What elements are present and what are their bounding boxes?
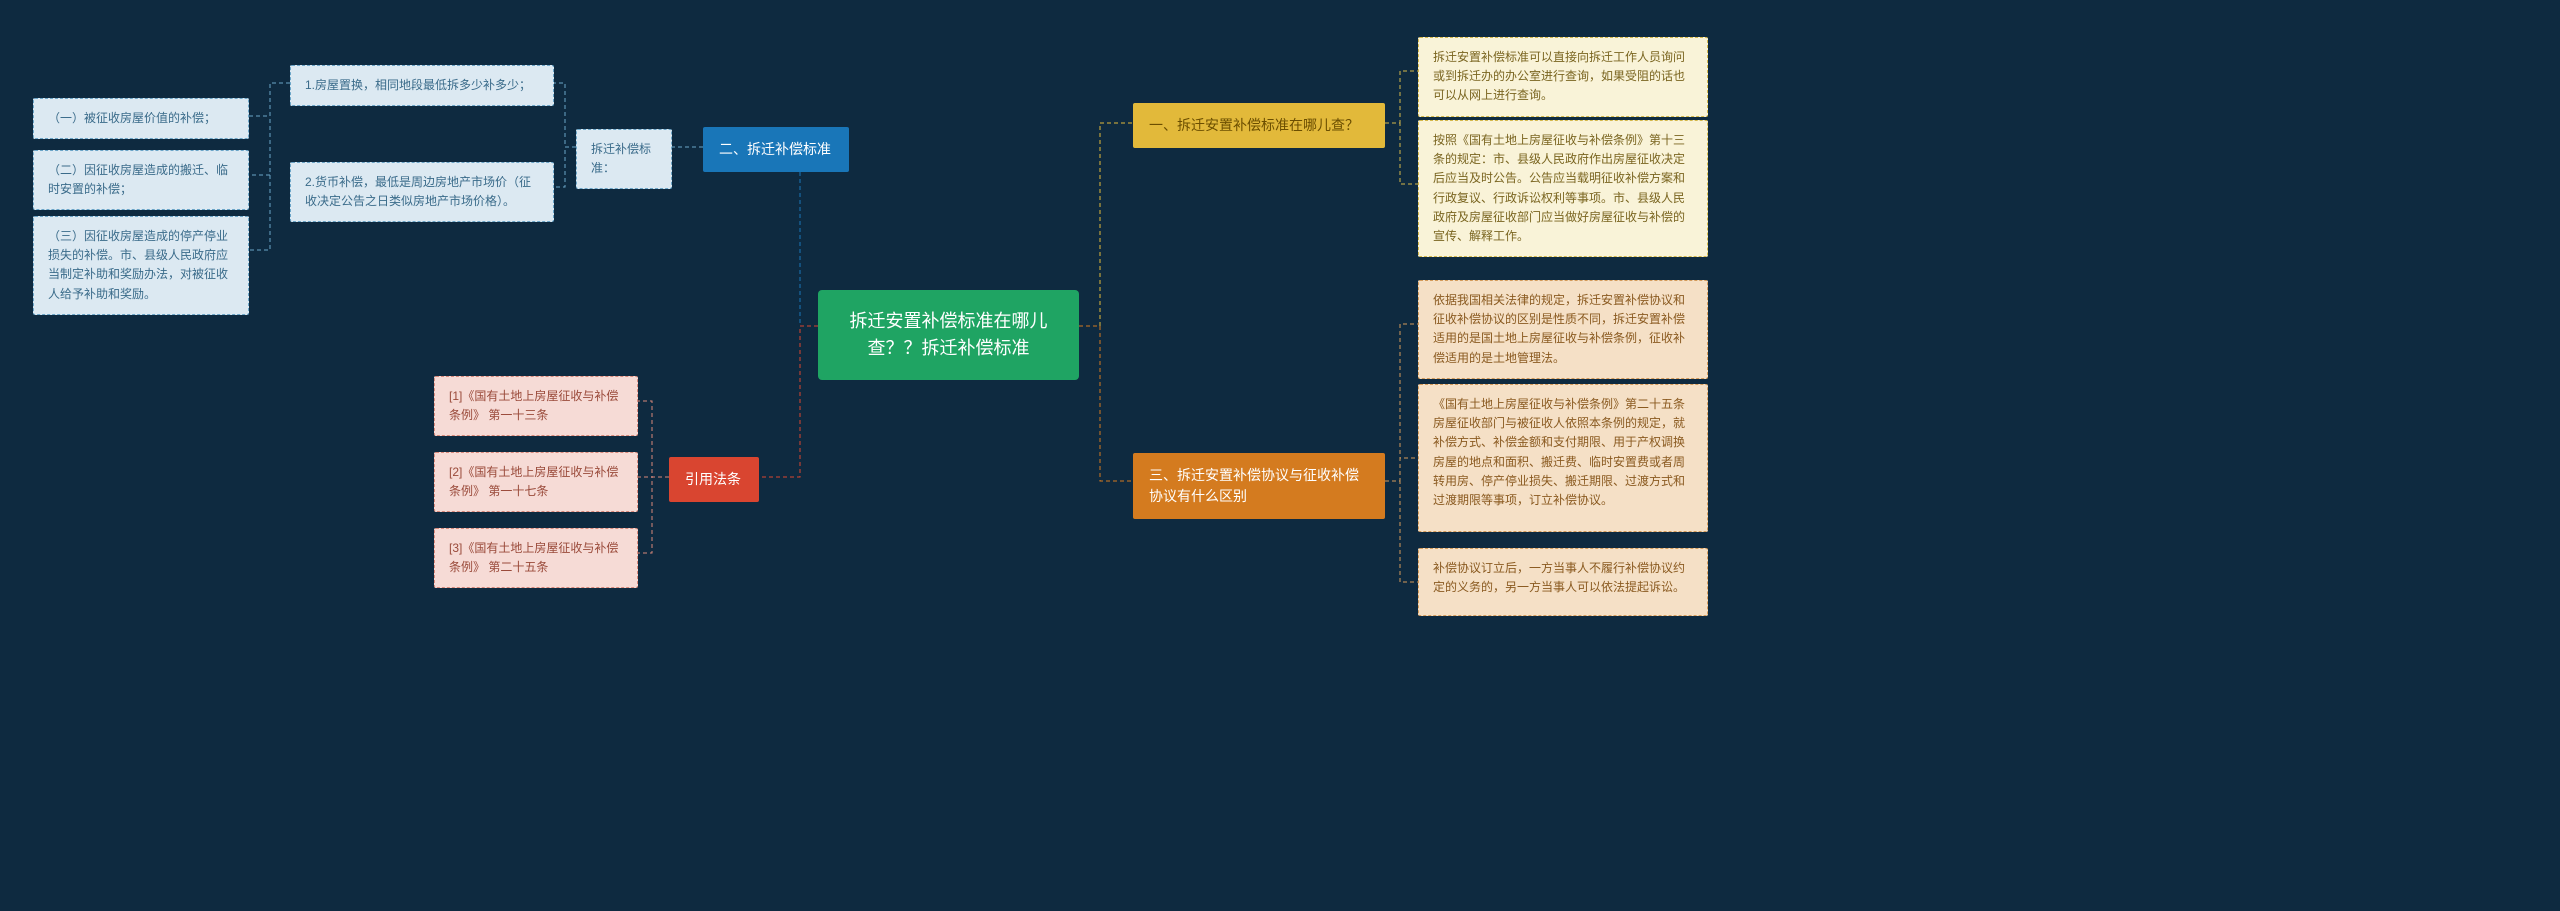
leaf-node-2-2: 补偿协议订立后，一方当事人不履行补偿协议约定的义务的，另一方当事人可以依法提起诉… — [1418, 548, 1708, 616]
leaf-node-2-0: 依据我国相关法律的规定，拆迁安置补偿协议和征收补偿协议的区别是性质不同，拆迁安置… — [1418, 280, 1708, 379]
root-node: 拆迁安置补偿标准在哪儿查？？拆迁补偿标准 — [818, 290, 1079, 380]
leaf-node-3-0: [1]《国有土地上房屋征收与补偿条例》 第一十三条 — [434, 376, 638, 436]
branch-node-2: 三、拆迁安置补偿协议与征收补偿协议有什么区别 — [1133, 453, 1385, 519]
leaf-node-3-2: [3]《国有土地上房屋征收与补偿条例》 第二十五条 — [434, 528, 638, 588]
branch-node-0: 一、拆迁安置补偿标准在哪儿查？ — [1133, 103, 1385, 148]
branch-node-3: 引用法条 — [669, 457, 759, 502]
leaf-node-0-1: 按照《国有土地上房屋征收与补偿条例》第十三条的规定：市、县级人民政府作出房屋征收… — [1418, 120, 1708, 257]
leaf-node-3-1: [2]《国有土地上房屋征收与补偿条例》 第一十七条 — [434, 452, 638, 512]
branch-node-1: 二、拆迁补偿标准 — [703, 127, 849, 172]
leaf-node-2-1: 《国有土地上房屋征收与补偿条例》第二十五条 房屋征收部门与被征收人依照本条例的规… — [1418, 384, 1708, 532]
child-subleaf-1-0-0-2: （三）因征收房屋造成的停产停业损失的补偿。市、县级人民政府应当制定补助和奖励办法… — [33, 216, 249, 315]
child-leaf-1-0-1: 2.货币补偿，最低是周边房地产市场价（征收决定公告之日类似房地产市场价格）。 — [290, 162, 554, 222]
leaf-node-0-0: 拆迁安置补偿标准可以直接向拆迁工作人员询问或到拆迁办的办公室进行查询，如果受阻的… — [1418, 37, 1708, 117]
child-leaf-1-0-0: 1.房屋置换，相同地段最低拆多少补多少； — [290, 65, 554, 106]
child-subleaf-1-0-0-1: （二）因征收房屋造成的搬迁、临时安置的补偿； — [33, 150, 249, 210]
child-node-1-0: 拆迁补偿标准： — [576, 129, 672, 189]
child-subleaf-1-0-0-0: （一）被征收房屋价值的补偿； — [33, 98, 249, 139]
